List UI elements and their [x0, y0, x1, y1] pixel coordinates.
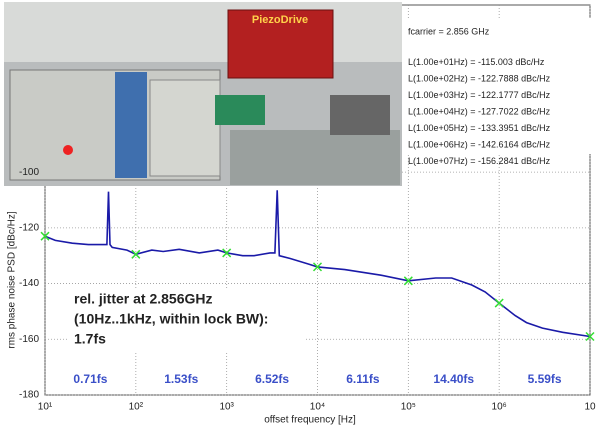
segment-label: 14.40fs	[433, 372, 474, 386]
cables	[330, 95, 390, 135]
amplifier	[227, 9, 334, 79]
x-tick-label: 10³	[219, 402, 234, 413]
data	[40, 190, 595, 342]
amp-label: PiezoDrive	[252, 14, 308, 26]
jitter-note: rel. jitter at 2.856GHz	[74, 291, 213, 307]
info-title: fcarrier = 2.856 GHz	[408, 26, 490, 36]
segment-label: 6.11fs	[346, 372, 380, 386]
info: fcarrier = 2.856 GHz L(1.00e+01Hz) = -115…	[408, 26, 551, 166]
line	[44, 190, 591, 338]
segment-label: 0.71fs	[73, 372, 107, 386]
marker	[222, 248, 232, 258]
y-tick-label: -160	[19, 334, 39, 345]
segment-label: 6.52fs	[255, 372, 289, 386]
y-tick-label: -140	[19, 278, 39, 289]
info-line: L(1.00e+06Hz) = -142.6164 dBc/Hz	[408, 139, 551, 149]
x-tick-label: 10¹	[38, 402, 53, 413]
photo: PiezoDrive	[4, 2, 402, 186]
y-tick-label: -120	[19, 222, 39, 233]
y-axis-label: rms phase noise PSD [dBc/Hz]	[7, 211, 18, 348]
x-tick-label: 10⁶	[492, 402, 507, 413]
x-tick-label: 10	[584, 402, 596, 413]
marker	[494, 298, 504, 308]
marker	[131, 249, 141, 259]
note: rel. jitter at 2.856GHz (10Hz..1kHz, with…	[73, 291, 562, 386]
jitter-box	[68, 288, 306, 352]
y-tick-label: -180	[19, 390, 39, 401]
segment-label: 1.53fs	[164, 372, 198, 386]
x-tick-label: 10⁵	[401, 402, 416, 413]
marker	[585, 331, 595, 342]
y-tick-label: -100	[19, 167, 39, 178]
jitter-note: 1.7fs	[74, 331, 106, 347]
led	[63, 145, 73, 155]
info-line: L(1.00e+04Hz) = -127.7022 dBc/Hz	[408, 106, 551, 116]
info-line: L(1.00e+02Hz) = -122.7888 dBc/Hz	[408, 73, 551, 83]
x-tick-label: 10²	[129, 402, 144, 413]
info-line: L(1.00e+05Hz) = -133.3951 dBc/Hz	[408, 123, 551, 133]
rack-module	[149, 79, 221, 177]
info-line: L(1.00e+01Hz) = -115.003 dBc/Hz	[408, 57, 545, 67]
component	[215, 95, 265, 125]
bench	[230, 130, 400, 185]
photo-wall	[4, 2, 402, 62]
info-line: L(1.00e+07Hz) = -156.2841 dBc/Hz	[408, 156, 551, 166]
marker	[403, 276, 413, 286]
marker	[40, 231, 50, 241]
segment-label: 5.59fs	[528, 372, 562, 386]
x-axis-label: offset frequency [Hz]	[264, 415, 356, 426]
jitter-note: (10Hz..1kHz, within lock BW):	[74, 311, 268, 327]
marker	[312, 262, 323, 272]
x-tick-label: 10⁴	[310, 402, 325, 413]
info-box	[404, 18, 594, 154]
info-line: L(1.00e+03Hz) = -122.1777 dBc/Hz	[408, 90, 551, 100]
rack-panel	[115, 72, 147, 178]
